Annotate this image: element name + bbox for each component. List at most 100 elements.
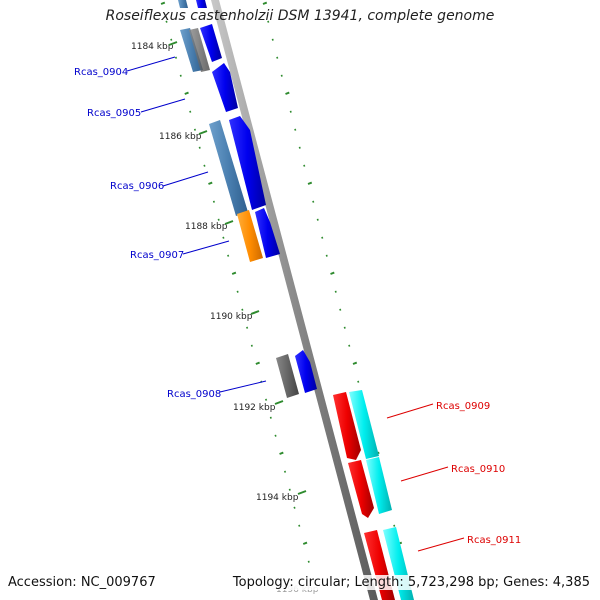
inner-tick-mark bbox=[231, 271, 237, 275]
gene-rcas-0909-cds bbox=[333, 392, 361, 460]
gene-cds-upper-b bbox=[196, 0, 207, 8]
backbone-ring bbox=[211, 0, 378, 600]
inner-tick-mark bbox=[174, 56, 178, 59]
svg-text:1194 kbp: 1194 kbp bbox=[256, 493, 299, 503]
gene-cds-upper bbox=[178, 0, 188, 8]
tick-1190-kbp: 1190 kbp bbox=[210, 310, 260, 322]
outer-tick-mark bbox=[393, 524, 396, 527]
gene-rcas-0907-left bbox=[237, 210, 263, 262]
tick-1192-kbp: 1192 kbp bbox=[233, 400, 284, 413]
outer-tick-mark bbox=[343, 326, 346, 329]
label-rcas-0909[interactable]: Rcas_0909 bbox=[386, 401, 490, 419]
inner-tick-mark bbox=[184, 91, 189, 95]
svg-text:Rcas_0906: Rcas_0906 bbox=[110, 181, 164, 192]
outer-tick-mark bbox=[285, 91, 290, 95]
inner-tick-mark bbox=[265, 398, 268, 401]
outer-tick-mark bbox=[312, 200, 315, 203]
label-rcas-0905[interactable]: Rcas_0905 bbox=[87, 98, 186, 119]
inner-tick-track bbox=[160, 1, 310, 563]
outer-tick-mark bbox=[303, 164, 306, 167]
inner-tick-mark bbox=[283, 470, 287, 473]
outer-tick-mark bbox=[289, 110, 292, 113]
inner-tick-mark bbox=[203, 164, 206, 167]
inner-tick-mark bbox=[212, 200, 216, 203]
inner-tick-mark bbox=[255, 361, 260, 365]
outer-tick-mark bbox=[325, 254, 328, 257]
svg-text:Rcas_0905: Rcas_0905 bbox=[87, 108, 141, 119]
svg-text:1184 kbp: 1184 kbp bbox=[131, 42, 174, 52]
inner-tick-mark bbox=[269, 416, 272, 419]
svg-text:1190 kbp: 1190 kbp bbox=[210, 312, 253, 322]
inner-tick-mark bbox=[198, 146, 201, 149]
inner-tick-mark bbox=[293, 506, 296, 509]
inner-tick-mark bbox=[160, 1, 166, 5]
topology-text: Topology: circular; Length: 5,723,298 bp… bbox=[232, 575, 590, 590]
inner-tick-mark bbox=[250, 344, 253, 347]
inner-tick-mark bbox=[246, 326, 249, 329]
inner-tick-mark bbox=[222, 236, 225, 239]
gene-rcas-0906-cds bbox=[229, 116, 266, 210]
gene-rcas-0904-mid bbox=[189, 28, 210, 72]
inner-tick-mark bbox=[193, 128, 197, 131]
outer-tick-mark bbox=[307, 181, 313, 185]
inner-tick-mark bbox=[179, 74, 182, 77]
gene-rcas-0910-right bbox=[366, 457, 392, 514]
outer-tick-mark bbox=[280, 74, 283, 77]
inner-tick-mark bbox=[298, 524, 301, 527]
tick-1196-kbp: 1196 kbp bbox=[276, 585, 319, 595]
svg-text:Rcas_0910: Rcas_0910 bbox=[451, 464, 505, 475]
inner-tick-mark bbox=[217, 218, 220, 221]
gene-rcas-0907-cds bbox=[255, 208, 280, 258]
map-title: Roseiflexus castenholzii DSM 13941, comp… bbox=[105, 8, 495, 24]
outer-tick-mark bbox=[262, 1, 268, 5]
gene-rcas-0908-cds bbox=[295, 350, 317, 393]
label-rcas-0904[interactable]: Rcas_0904 bbox=[74, 56, 176, 78]
outer-tick-mark bbox=[357, 380, 360, 383]
gene-rcas-0905-cds bbox=[212, 63, 238, 112]
inner-tick-mark bbox=[307, 560, 310, 563]
svg-text:1188 kbp: 1188 kbp bbox=[185, 222, 228, 232]
outer-tick-mark bbox=[334, 290, 337, 293]
gene-rcas-0906-left bbox=[209, 120, 248, 216]
svg-text:Rcas_0908: Rcas_0908 bbox=[167, 389, 221, 400]
outer-tick-mark bbox=[267, 20, 270, 23]
inner-tick-mark bbox=[170, 38, 173, 41]
label-rcas-0907[interactable]: Rcas_0907 bbox=[130, 240, 230, 261]
tick-1184-kbp: 1184 kbp bbox=[131, 41, 178, 52]
label-rcas-0910[interactable]: Rcas_0910 bbox=[400, 464, 505, 482]
outer-tick-mark bbox=[271, 38, 274, 41]
svg-text:Rcas_0904: Rcas_0904 bbox=[74, 67, 128, 78]
gene-rcas-0904-cds bbox=[200, 24, 222, 62]
label-rcas-0911[interactable]: Rcas_0911 bbox=[417, 535, 521, 552]
label-rcas-0906[interactable]: Rcas_0906 bbox=[110, 171, 209, 192]
svg-text:1186 kbp: 1186 kbp bbox=[159, 132, 202, 142]
inner-tick-mark bbox=[288, 488, 291, 491]
outer-tick-mark bbox=[339, 308, 342, 311]
inner-tick-mark bbox=[302, 541, 308, 545]
gene-rcas-0909-right bbox=[349, 390, 379, 459]
accession-text: Accession: NC_009767 bbox=[8, 575, 156, 590]
outer-tick-mark bbox=[294, 128, 297, 131]
outer-tick-mark bbox=[298, 146, 301, 149]
outer-tick-mark bbox=[321, 236, 324, 239]
outer-tick-mark bbox=[348, 344, 351, 347]
gene-rcas-0908-left bbox=[276, 354, 299, 398]
outer-tick-mark bbox=[330, 271, 335, 275]
inner-tick-mark bbox=[189, 110, 192, 113]
svg-text:1192 kbp: 1192 kbp bbox=[233, 403, 276, 413]
svg-text:Rcas_0909: Rcas_0909 bbox=[436, 401, 490, 412]
outer-tick-mark bbox=[276, 56, 279, 59]
tick-1186-kbp: 1186 kbp bbox=[159, 130, 208, 142]
inner-tick-mark bbox=[208, 181, 213, 185]
outer-tick-mark bbox=[352, 361, 358, 365]
inner-tick-mark bbox=[274, 434, 277, 437]
gene-rcas-0904-left bbox=[180, 28, 203, 72]
label-rcas-0908[interactable]: Rcas_0908 bbox=[167, 380, 267, 400]
inner-tick-mark bbox=[236, 290, 239, 293]
svg-text:Rcas_0911: Rcas_0911 bbox=[467, 535, 521, 546]
gene-rcas-0910-cds bbox=[348, 460, 374, 518]
inner-tick-mark bbox=[241, 308, 244, 311]
tick-1188-kbp: 1188 kbp bbox=[185, 220, 234, 232]
tick-1194-kbp: 1194 kbp bbox=[256, 490, 307, 503]
